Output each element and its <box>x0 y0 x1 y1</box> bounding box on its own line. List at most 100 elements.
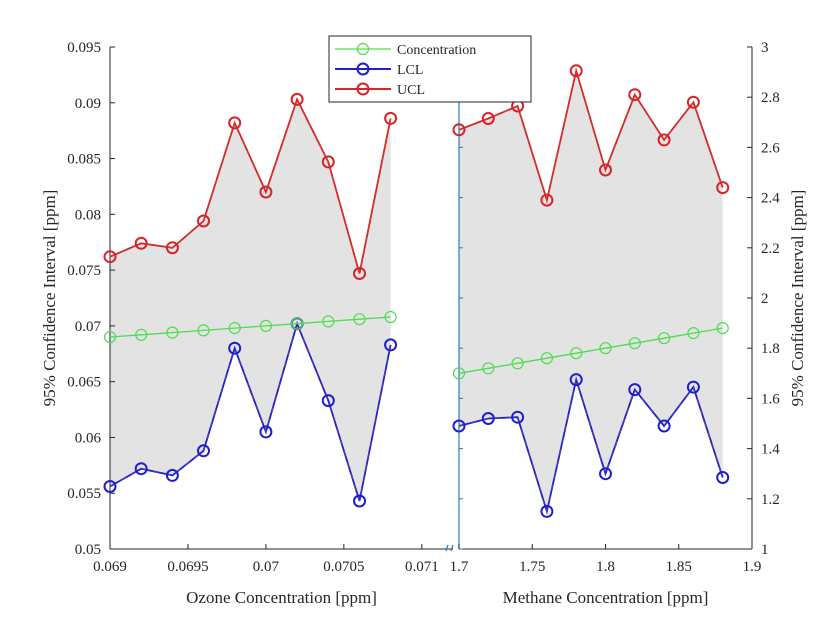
ozone-concentration-point <box>135 328 148 341</box>
ozone-lcl-point <box>134 462 148 476</box>
ozone-ucl-point <box>103 250 117 264</box>
methane-concentration-line <box>458 327 723 374</box>
ozone-concentration-point <box>228 322 241 335</box>
methane-lcl-point <box>657 419 671 433</box>
methane-lcl-point <box>599 467 612 481</box>
methane-panel: 1 1.2 1.4 1.6 1.8 2 2.2 2.4 2.6 2.8 3 1.7 1.75 1.8 1.8… <box>450 40 807 607</box>
methane-xtick-label: 1.7 <box>450 559 469 575</box>
ozone-concentration-line <box>109 316 391 338</box>
methane-concentration-point <box>540 352 554 365</box>
ozone-lcl-overlay-line <box>109 322 391 502</box>
ozone-x-axis-label: Ozone Concentration [ppm] <box>186 588 377 607</box>
ozone-xtick-label: 0.07 <box>253 559 280 575</box>
methane-y-axis-label: 95% Confidence Interval [ppm] <box>788 190 807 407</box>
methane-ytick-label: 1.2 <box>761 492 780 508</box>
methane-concentration-point <box>599 342 612 355</box>
ozone-lcl-point <box>197 444 210 458</box>
methane-concentration-point <box>716 322 729 335</box>
methane-ucl-point <box>569 64 583 78</box>
ozone-ucl-overlay-line <box>109 98 391 274</box>
axis-break-mark <box>445 544 449 552</box>
ozone-ytick-label: 0.05 <box>75 542 101 558</box>
ozone-ytick-label: 0.09 <box>75 96 101 112</box>
ozone-lcl-point <box>103 480 117 493</box>
ozone-ytick-label: 0.055 <box>67 486 101 502</box>
ozone-lcl-point <box>384 338 398 352</box>
ozone-ucl-point <box>290 92 304 106</box>
methane-xtick-label: 1.8 <box>596 559 615 575</box>
ozone-concentration-point <box>103 330 117 344</box>
methane-lcl-point <box>452 419 466 433</box>
methane-xtick-label: 1.9 <box>743 559 762 575</box>
methane-ucl-overlay-line <box>458 69 724 202</box>
methane-ucl-point <box>540 193 554 207</box>
methane-ucl-point <box>599 163 612 177</box>
methane-concentration-point <box>657 332 671 345</box>
axis-break-mark <box>450 544 454 552</box>
ozone-ucl-point <box>353 267 366 280</box>
ozone-lcl-point <box>165 468 179 482</box>
methane-ucl-point <box>481 112 495 125</box>
methane-ytick-label: 1 <box>761 542 769 558</box>
methane-x-axis-label: Methane Concentration [ppm] <box>503 588 709 607</box>
ozone-xtick-label: 0.071 <box>405 559 439 575</box>
ozone-ucl-point <box>259 185 273 199</box>
ozone-concentration-point <box>166 326 179 339</box>
ozone-xtick-label: 0.0705 <box>323 559 364 575</box>
methane-ytick-label: 2.6 <box>761 140 780 156</box>
methane-ytick-label: 2.8 <box>761 90 780 106</box>
ozone-lcl-point <box>321 394 335 408</box>
methane-xtick-label: 1.85 <box>666 559 692 575</box>
ozone-panel: 0.05 0.055 0.06 0.065 0.07 0.075 0.08 0.085 0.09… <box>40 40 454 607</box>
ozone-lcl-point <box>353 494 366 508</box>
methane-ytick-label: 3 <box>761 40 769 56</box>
methane-ytick-label: 1.4 <box>761 442 780 458</box>
methane-lcl-point <box>716 471 730 484</box>
ozone-concentration-point <box>353 313 366 326</box>
methane-confidence-band <box>459 70 723 512</box>
methane-lcl-line <box>458 376 724 515</box>
legend-ucl-label: UCL <box>397 83 425 98</box>
methane-concentration-point <box>452 367 466 380</box>
ozone-concentration-point <box>291 317 304 330</box>
legend: Concentration LCL UCL <box>328 35 532 103</box>
methane-ucl-point <box>686 95 700 109</box>
methane-concentration-point <box>687 327 700 340</box>
ozone-ytick-label: 0.095 <box>67 40 101 56</box>
legend-concentration-label: Concentration <box>397 43 476 58</box>
ozone-ucl-point <box>134 236 148 250</box>
ozone-concentration-point <box>384 310 397 324</box>
ozone-xtick-label: 0.069 <box>93 559 127 575</box>
methane-ucl-point <box>628 88 642 102</box>
ozone-ytick-label: 0.085 <box>67 152 101 168</box>
ozone-ucl-point <box>228 116 242 130</box>
methane-concentration-point <box>570 347 583 360</box>
legend-ucl-marker <box>356 82 370 96</box>
methane-lcl-point <box>511 410 525 424</box>
methane-ucl-point <box>452 123 466 137</box>
ozone-xtick-label: 0.0695 <box>167 559 208 575</box>
methane-lcl-point <box>569 373 583 387</box>
ozone-ucl-point <box>197 214 210 228</box>
methane-lcl-point <box>628 383 642 397</box>
ozone-ytick-label: 0.08 <box>75 207 101 223</box>
methane-ytick-label: 2.4 <box>761 191 780 207</box>
methane-ytick-label: 1.8 <box>761 341 780 357</box>
ozone-ytick-label: 0.075 <box>67 263 101 279</box>
ozone-y-axis-label: 95% Confidence Interval [ppm] <box>40 190 59 407</box>
ozone-ytick-label: 0.06 <box>75 430 102 446</box>
ozone-confidence-band <box>110 99 391 502</box>
ozone-lcl-point <box>259 425 273 439</box>
ozone-ucl-point <box>384 111 398 125</box>
ozone-ytick-label: 0.07 <box>75 319 102 335</box>
methane-concentration-point <box>511 357 524 370</box>
methane-ucl-point <box>716 181 730 195</box>
ozone-ucl-point <box>321 155 335 169</box>
methane-lcl-point <box>540 504 554 518</box>
ozone-ytick-label: 0.065 <box>67 375 101 391</box>
methane-ytick-label: 2 <box>761 291 769 307</box>
methane-ytick-label: 1.6 <box>761 391 780 407</box>
ozone-lcl-point <box>228 341 242 355</box>
ozone-ucl-point <box>165 241 179 255</box>
